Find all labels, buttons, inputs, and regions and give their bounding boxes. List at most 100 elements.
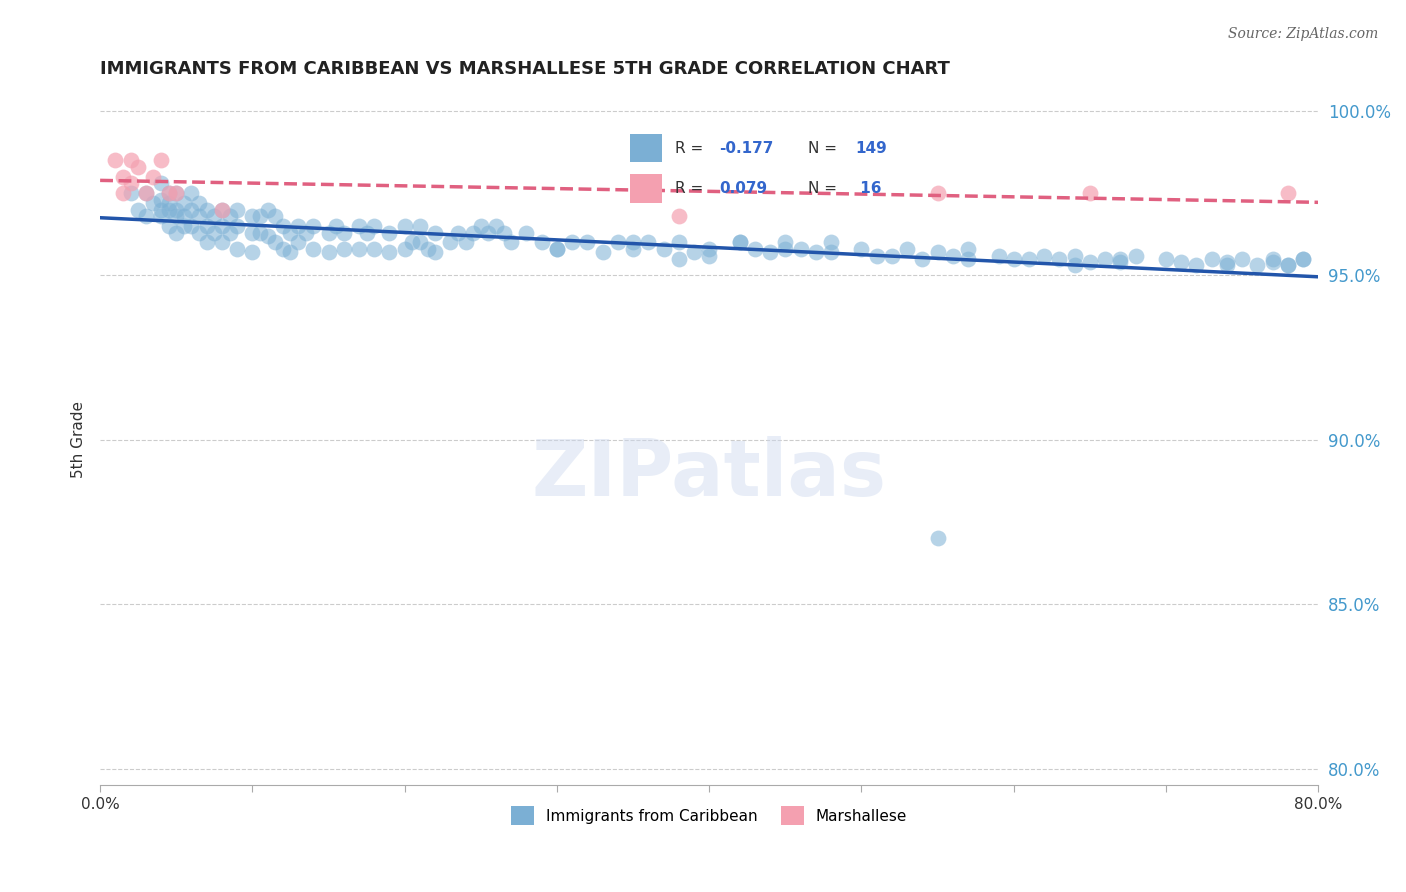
Point — [1292, 252, 1315, 266]
Point — [287, 219, 309, 233]
Point — [1033, 249, 1056, 263]
Point — [157, 202, 180, 217]
Point — [668, 252, 690, 266]
Point — [1078, 255, 1101, 269]
Point — [280, 245, 302, 260]
Point — [325, 219, 347, 233]
Point — [165, 226, 187, 240]
Point — [165, 186, 187, 200]
Point — [318, 245, 340, 260]
Point — [1230, 252, 1253, 266]
Point — [211, 202, 233, 217]
Point — [127, 160, 149, 174]
Point — [120, 153, 142, 168]
Point — [1201, 252, 1223, 266]
Point — [530, 235, 553, 250]
Point — [957, 252, 980, 266]
Text: Source: ZipAtlas.com: Source: ZipAtlas.com — [1227, 27, 1378, 41]
Point — [789, 242, 811, 256]
Point — [226, 202, 249, 217]
Point — [211, 235, 233, 250]
Point — [180, 219, 202, 233]
Point — [561, 235, 583, 250]
Point — [485, 219, 508, 233]
Point — [363, 219, 385, 233]
Point — [668, 235, 690, 250]
Point — [135, 186, 157, 200]
Point — [111, 186, 134, 200]
Point — [668, 209, 690, 223]
Point — [332, 242, 354, 256]
Point — [1277, 186, 1299, 200]
Point — [242, 245, 264, 260]
Point — [546, 242, 568, 256]
Point — [264, 209, 287, 223]
Point — [195, 202, 218, 217]
Point — [150, 176, 173, 190]
Point — [697, 242, 720, 256]
Point — [880, 249, 903, 263]
Point — [463, 226, 485, 240]
Point — [409, 219, 432, 233]
Text: ZIPatlas: ZIPatlas — [531, 436, 887, 512]
Point — [120, 176, 142, 190]
Point — [447, 226, 470, 240]
Point — [356, 226, 378, 240]
Point — [606, 235, 628, 250]
Point — [942, 249, 965, 263]
Point — [211, 202, 233, 217]
Point — [501, 235, 523, 250]
Point — [1261, 255, 1284, 269]
Point — [744, 242, 766, 256]
Point — [202, 209, 225, 223]
Point — [477, 226, 499, 240]
Point — [242, 209, 264, 223]
Point — [150, 193, 173, 207]
Point — [697, 249, 720, 263]
Point — [409, 235, 432, 250]
Point — [911, 252, 934, 266]
Point — [683, 245, 706, 260]
Point — [1018, 252, 1040, 266]
Y-axis label: 5th Grade: 5th Grade — [72, 401, 86, 478]
Point — [1277, 259, 1299, 273]
Point — [104, 153, 127, 168]
Point — [1049, 252, 1071, 266]
Point — [256, 228, 278, 243]
Point — [120, 186, 142, 200]
Point — [987, 249, 1010, 263]
Point — [470, 219, 492, 233]
Point — [188, 209, 211, 223]
Point — [302, 242, 325, 256]
Point — [439, 235, 461, 250]
Point — [157, 186, 180, 200]
Point — [394, 219, 416, 233]
Point — [851, 242, 873, 256]
Point — [157, 196, 180, 211]
Point — [363, 242, 385, 256]
Point — [957, 242, 980, 256]
Point — [173, 219, 195, 233]
Point — [775, 242, 797, 256]
Point — [202, 226, 225, 240]
Point — [1277, 259, 1299, 273]
Point — [378, 245, 401, 260]
Point — [165, 186, 187, 200]
Point — [592, 245, 614, 260]
Point — [271, 219, 294, 233]
Point — [271, 242, 294, 256]
Point — [927, 532, 949, 546]
Point — [652, 242, 675, 256]
Point — [1216, 259, 1239, 273]
Point — [135, 209, 157, 223]
Point — [332, 226, 354, 240]
Point — [576, 235, 599, 250]
Point — [423, 245, 446, 260]
Point — [242, 226, 264, 240]
Point — [621, 242, 644, 256]
Point — [256, 202, 278, 217]
Point — [165, 209, 187, 223]
Point — [492, 226, 515, 240]
Point — [195, 235, 218, 250]
Point — [180, 202, 202, 217]
